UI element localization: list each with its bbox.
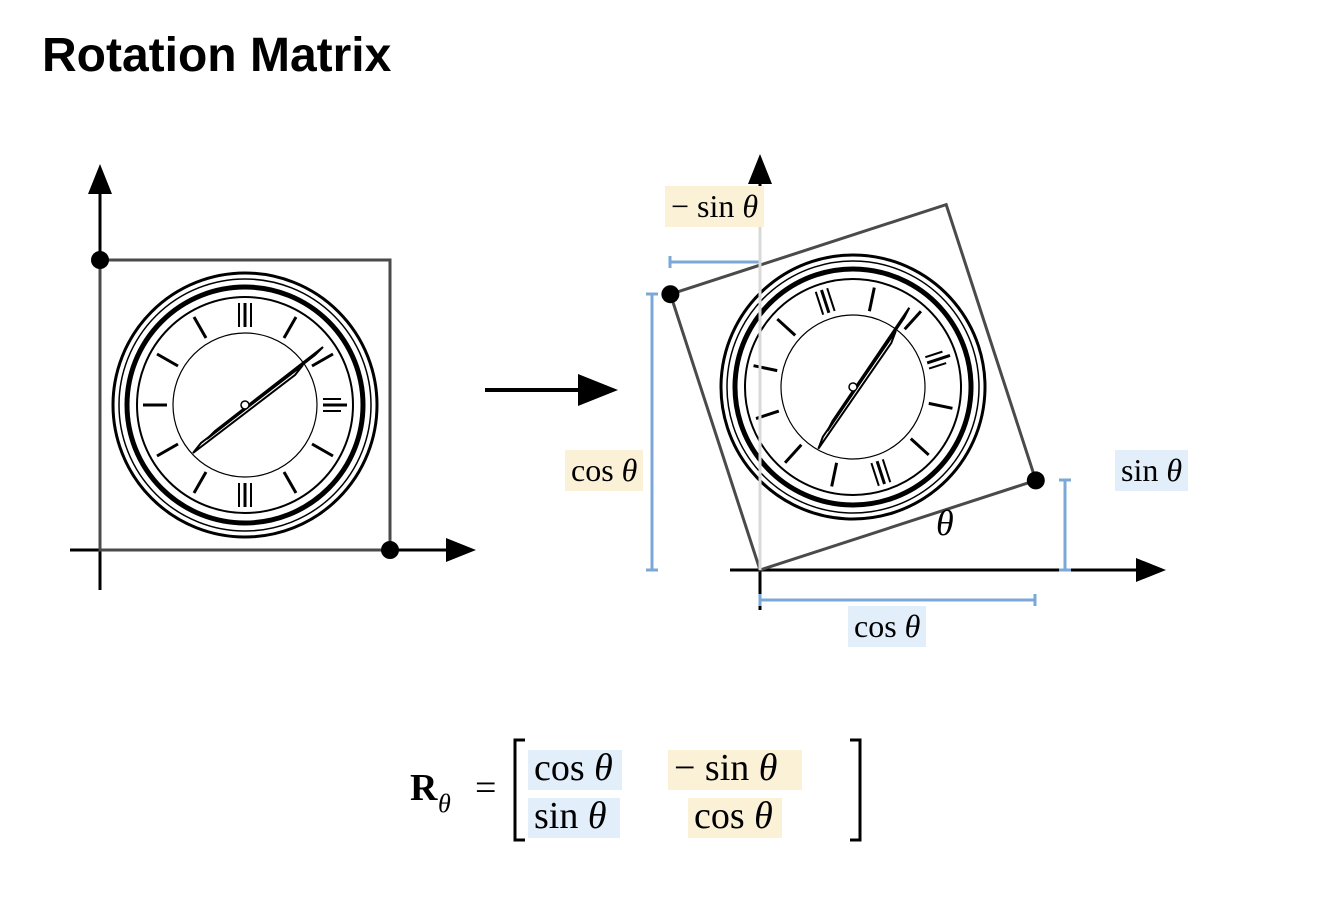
theta-glyph-4: θ [905,608,921,644]
sin-text-v: sin [1121,452,1166,488]
formula-sub-theta: θ [438,789,451,818]
rotation-matrix-formula: R θ = cos θ − sin θ sin θ cos θ [0,720,1322,860]
rotation-diagram-svg [40,150,1280,670]
left-plot [70,170,470,590]
neg-sin-text: − sin [671,188,742,224]
label-sin-theta-vert: sin θ [1115,450,1188,491]
label-theta-angle: θ [930,500,960,546]
label-cos-theta-vert: cos θ [565,450,643,491]
theta-glyph-1: θ [742,188,758,224]
diagram-area: − sin θ cos θ sin θ cos θ θ [40,150,1280,670]
label-neg-sin-theta: − sin θ [665,186,764,227]
cell-11: cos θ [694,795,773,837]
formula-R: R [410,767,438,809]
cos-text-v: cos [571,452,622,488]
cell-00: cos θ [534,747,613,789]
cell-01: − sin θ [674,747,777,789]
cell-10: sin θ [534,795,607,837]
label-cos-theta-horiz: cos θ [848,606,926,647]
left-bracket [515,740,525,840]
theta-glyph-2: θ [622,452,638,488]
page-title: Rotation Matrix [42,28,391,83]
formula-equals: = [475,767,496,809]
cos-text-h: cos [854,608,905,644]
theta-glyph-3: θ [1166,452,1182,488]
right-bracket [850,740,860,840]
right-plot [646,160,1160,610]
